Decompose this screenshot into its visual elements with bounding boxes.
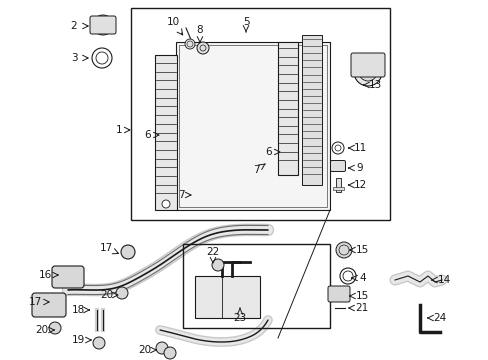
Text: 19: 19 [71, 335, 84, 345]
Text: 24: 24 [432, 313, 446, 323]
Text: 17: 17 [28, 297, 41, 307]
Text: 16: 16 [38, 270, 52, 280]
Bar [179, 45, 326, 207]
Bar [155, 55, 177, 210]
Text: 3: 3 [71, 53, 77, 63]
Text: 17: 17 [99, 243, 112, 253]
Text: 13: 13 [367, 80, 381, 90]
Text: 23: 23 [233, 313, 246, 323]
Text: 4: 4 [359, 273, 366, 283]
Bar [176, 42, 329, 210]
Text: 14: 14 [436, 275, 450, 285]
Circle shape [335, 242, 351, 258]
Text: 20: 20 [138, 345, 151, 355]
Text: 6: 6 [144, 130, 151, 140]
Circle shape [93, 337, 105, 349]
FancyBboxPatch shape [350, 53, 384, 77]
Circle shape [156, 342, 168, 354]
Circle shape [197, 42, 208, 54]
Bar [183, 244, 329, 328]
Bar [278, 42, 297, 175]
Text: 22: 22 [206, 247, 219, 257]
Text: 11: 11 [353, 143, 366, 153]
Circle shape [358, 63, 376, 81]
Circle shape [116, 287, 128, 299]
Bar [302, 35, 321, 185]
Text: 10: 10 [166, 17, 179, 27]
Text: 20: 20 [35, 325, 48, 335]
Bar [332, 187, 343, 190]
Circle shape [93, 15, 113, 35]
Circle shape [212, 259, 224, 271]
Text: 18: 18 [71, 305, 84, 315]
Bar [195, 276, 260, 318]
Text: 6: 6 [265, 147, 272, 157]
Text: 1: 1 [116, 125, 122, 135]
Circle shape [49, 322, 61, 334]
FancyBboxPatch shape [52, 266, 84, 288]
Text: 7: 7 [252, 165, 259, 175]
Bar [131, 8, 389, 220]
Circle shape [163, 347, 176, 359]
Circle shape [97, 19, 109, 31]
Circle shape [184, 39, 195, 49]
Text: 5: 5 [242, 17, 249, 27]
Text: 7: 7 [177, 190, 184, 200]
Text: 9: 9 [356, 163, 363, 173]
FancyBboxPatch shape [327, 286, 349, 302]
Text: 2: 2 [71, 21, 77, 31]
Circle shape [121, 245, 135, 259]
Text: 21: 21 [355, 303, 368, 313]
Text: 20: 20 [100, 290, 113, 300]
Text: 15: 15 [355, 245, 368, 255]
Circle shape [353, 58, 381, 86]
Bar [335, 178, 340, 192]
FancyBboxPatch shape [330, 161, 345, 171]
Text: 12: 12 [353, 180, 366, 190]
Circle shape [162, 200, 170, 208]
Text: 8: 8 [196, 25, 203, 35]
FancyBboxPatch shape [32, 293, 66, 317]
FancyBboxPatch shape [90, 16, 116, 34]
Text: 15: 15 [355, 291, 368, 301]
